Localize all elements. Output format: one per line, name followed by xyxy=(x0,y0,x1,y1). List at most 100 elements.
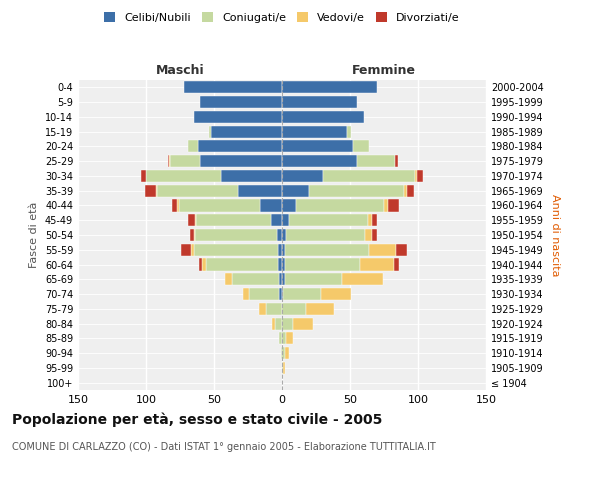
Bar xyxy=(278,258,282,270)
Bar xyxy=(179,200,260,211)
Legend: Celibi/Nubili, Coniugati/e, Vedovi/e, Divorziati/e: Celibi/Nubili, Coniugati/e, Vedovi/e, Di… xyxy=(100,8,464,28)
Bar xyxy=(199,258,202,270)
Bar xyxy=(282,82,377,94)
Bar xyxy=(282,96,357,108)
Bar xyxy=(242,288,250,300)
Bar xyxy=(282,184,309,197)
Bar xyxy=(211,126,282,138)
Bar xyxy=(353,140,369,152)
Bar xyxy=(285,347,289,359)
Text: Maschi: Maschi xyxy=(155,64,205,78)
Bar xyxy=(282,273,285,285)
Bar xyxy=(289,214,368,226)
Bar xyxy=(281,347,282,359)
Bar xyxy=(283,362,285,374)
Bar xyxy=(372,229,377,241)
Bar xyxy=(296,200,384,211)
Bar xyxy=(177,200,179,211)
Bar xyxy=(195,214,196,226)
Bar xyxy=(191,244,194,256)
Bar xyxy=(209,126,211,138)
Bar xyxy=(232,273,279,285)
Text: COMUNE DI CARLAZZO (CO) - Dati ISTAT 1° gennaio 2005 - Elaborazione TUTTITALIA.I: COMUNE DI CARLAZZO (CO) - Dati ISTAT 1° … xyxy=(12,442,436,452)
Bar xyxy=(190,229,194,241)
Bar xyxy=(282,200,296,211)
Bar xyxy=(184,82,282,94)
Bar xyxy=(279,288,282,300)
Bar xyxy=(285,258,359,270)
Bar xyxy=(282,140,353,152)
Bar xyxy=(282,214,289,226)
Bar xyxy=(415,170,416,182)
Text: Femmine: Femmine xyxy=(352,64,416,78)
Bar xyxy=(359,258,394,270)
Bar xyxy=(200,96,282,108)
Bar xyxy=(200,155,282,167)
Bar xyxy=(266,303,282,315)
Bar xyxy=(170,155,200,167)
Bar xyxy=(347,126,352,138)
Bar xyxy=(282,111,364,123)
Bar xyxy=(259,303,266,315)
Bar xyxy=(404,184,407,197)
Y-axis label: Fasce di età: Fasce di età xyxy=(29,202,39,268)
Bar xyxy=(283,288,322,300)
Bar xyxy=(197,140,282,152)
Bar xyxy=(282,155,357,167)
Bar xyxy=(293,318,313,330)
Bar xyxy=(282,244,285,256)
Bar xyxy=(188,214,195,226)
Bar xyxy=(221,170,282,182)
Bar xyxy=(282,303,307,315)
Bar xyxy=(250,288,279,300)
Bar xyxy=(157,184,238,197)
Bar xyxy=(282,229,286,241)
Bar xyxy=(286,229,365,241)
Bar xyxy=(279,332,282,344)
Bar xyxy=(181,244,191,256)
Bar xyxy=(238,184,282,197)
Bar xyxy=(279,273,282,285)
Bar xyxy=(282,288,283,300)
Bar xyxy=(369,244,396,256)
Bar xyxy=(172,200,177,211)
Bar xyxy=(140,170,146,182)
Bar xyxy=(307,303,334,315)
Bar xyxy=(357,155,395,167)
Bar xyxy=(202,258,206,270)
Bar xyxy=(282,332,286,344)
Bar xyxy=(282,258,285,270)
Bar xyxy=(196,214,271,226)
Text: Popolazione per età, sesso e stato civile - 2005: Popolazione per età, sesso e stato civil… xyxy=(12,412,382,427)
Bar xyxy=(365,229,372,241)
Bar xyxy=(277,229,282,241)
Bar xyxy=(271,214,282,226)
Bar xyxy=(282,318,293,330)
Bar xyxy=(368,214,372,226)
Bar xyxy=(145,184,155,197)
Bar xyxy=(282,126,347,138)
Bar xyxy=(322,288,352,300)
Bar xyxy=(155,184,157,197)
Bar xyxy=(194,111,282,123)
Bar xyxy=(388,200,399,211)
Bar xyxy=(372,214,377,226)
Bar xyxy=(225,273,232,285)
Bar xyxy=(342,273,383,285)
Bar xyxy=(278,244,282,256)
Bar xyxy=(282,347,285,359)
Bar xyxy=(407,184,414,197)
Bar xyxy=(272,318,275,330)
Bar xyxy=(309,184,404,197)
Bar xyxy=(384,200,388,211)
Bar xyxy=(260,200,282,211)
Bar xyxy=(286,332,293,344)
Bar xyxy=(188,140,197,152)
Y-axis label: Anni di nascita: Anni di nascita xyxy=(550,194,560,276)
Bar xyxy=(282,170,323,182)
Bar xyxy=(416,170,424,182)
Bar xyxy=(169,155,170,167)
Bar xyxy=(195,229,277,241)
Bar xyxy=(168,155,169,167)
Bar xyxy=(194,244,278,256)
